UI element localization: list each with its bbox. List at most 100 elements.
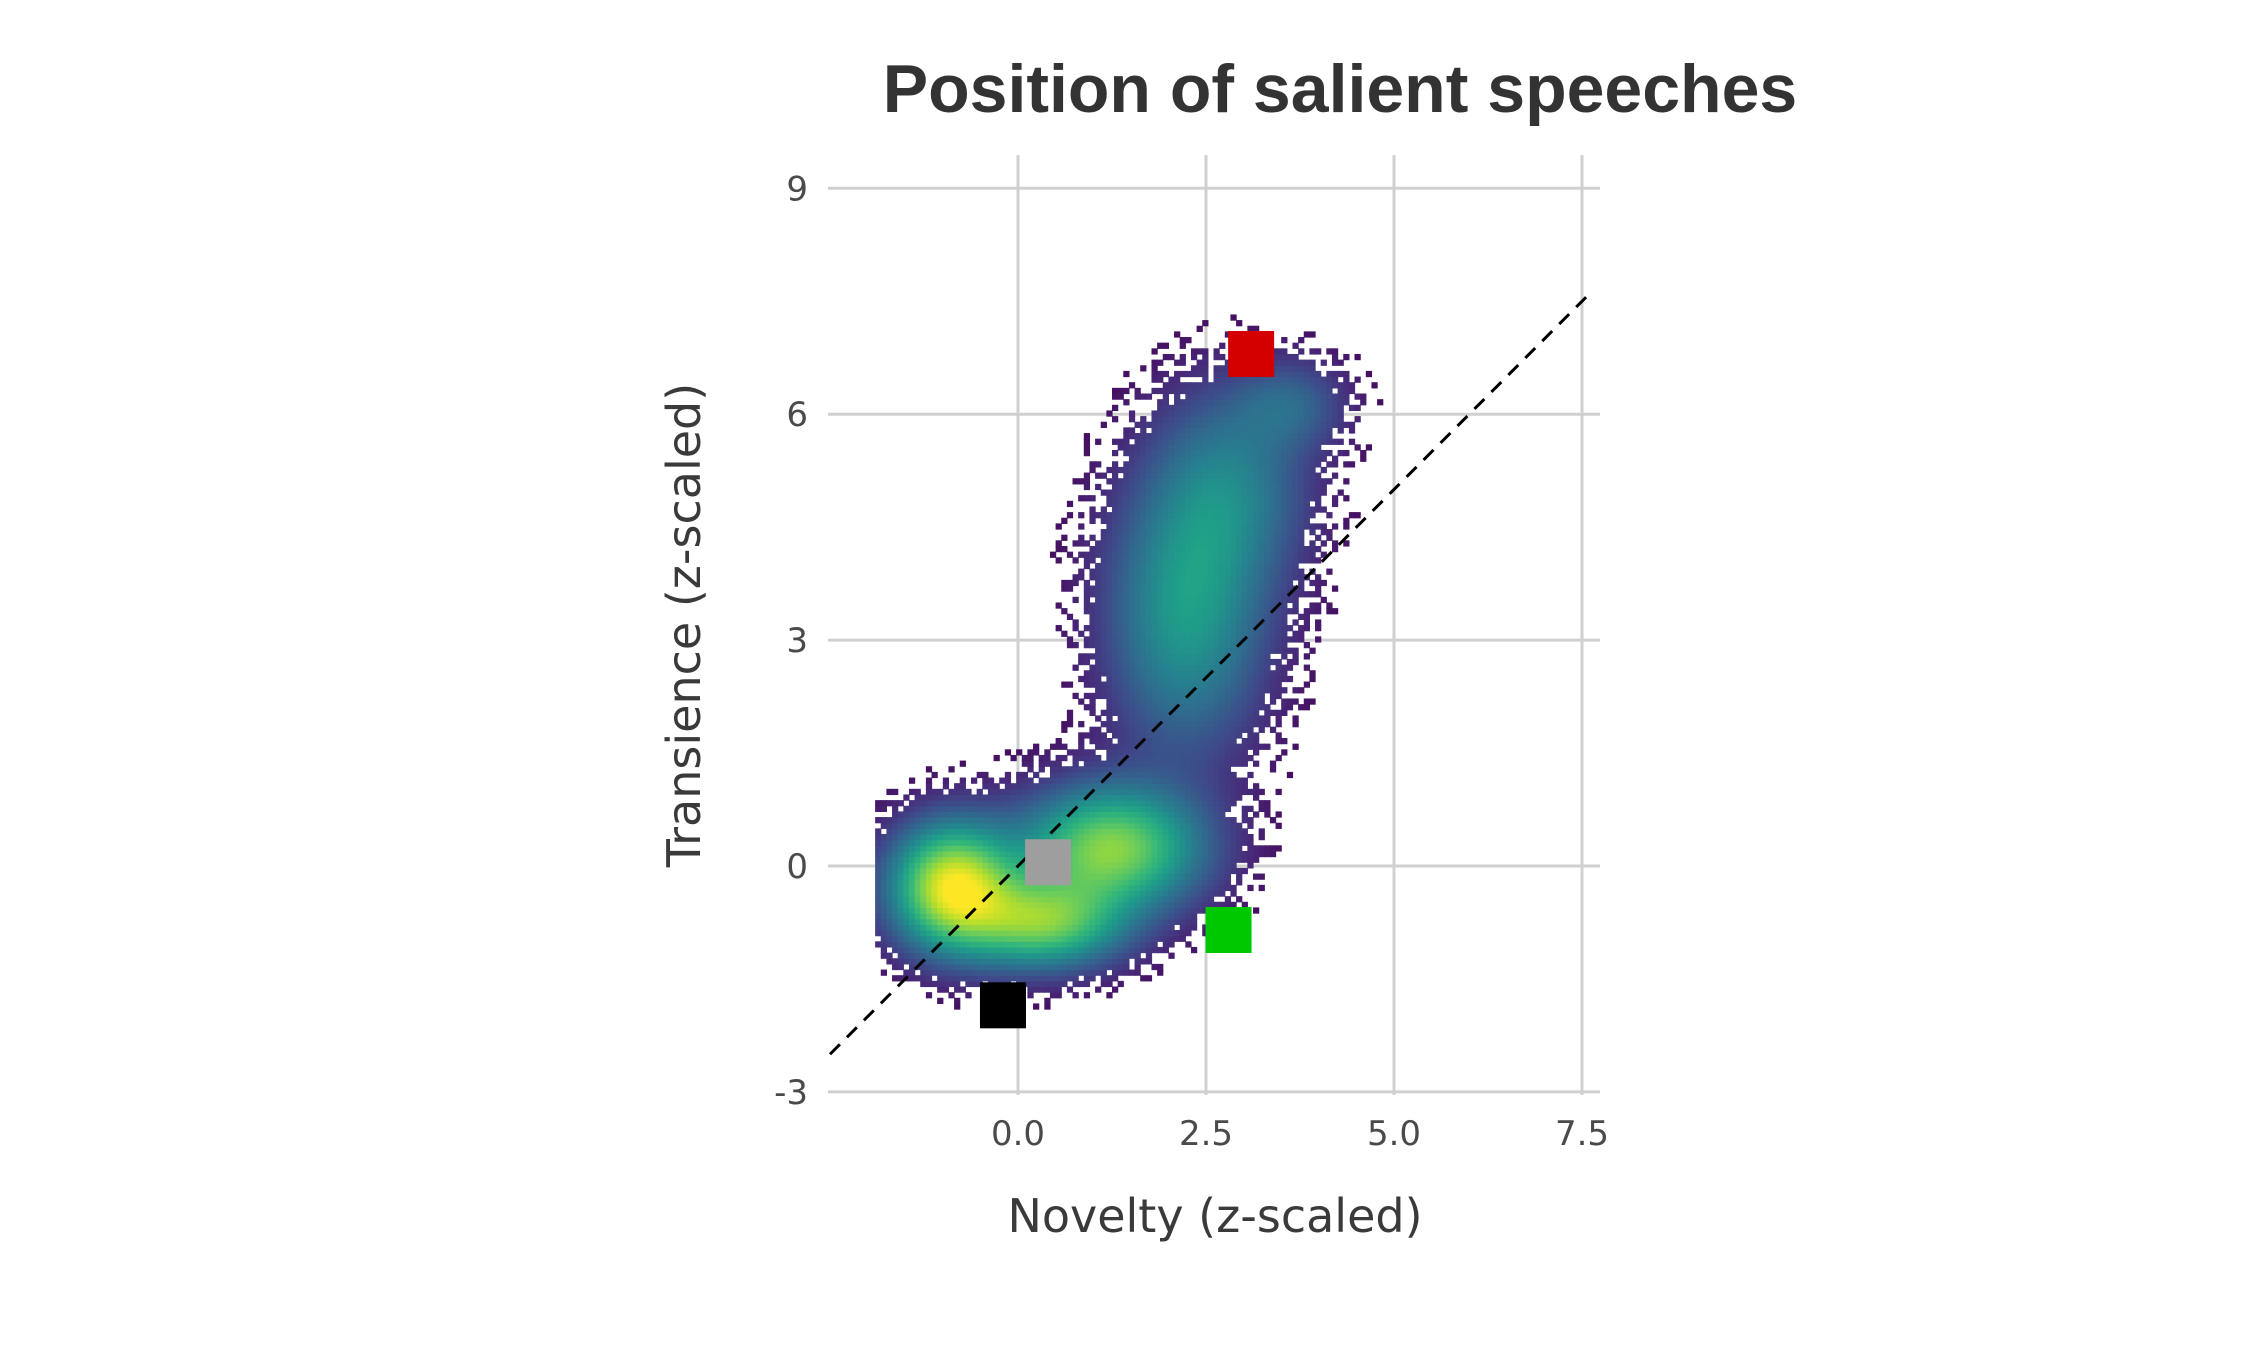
- heatmap-cell: [914, 856, 921, 863]
- heatmap-cell: [1241, 557, 1248, 564]
- heatmap-cell: [1247, 506, 1254, 513]
- heatmap-cell: [1016, 958, 1023, 965]
- heatmap-cell: [959, 833, 966, 841]
- heatmap-cell: [1190, 630, 1198, 637]
- heatmap-cell: [1151, 359, 1158, 366]
- heatmap-cell: [1151, 551, 1158, 558]
- heatmap-cell: [931, 980, 938, 988]
- heatmap-cell: [1213, 879, 1220, 886]
- heatmap-cell: [1100, 647, 1107, 654]
- heatmap-cell: [1016, 850, 1023, 858]
- heatmap-cell: [1157, 370, 1164, 378]
- heatmap-cell: [1202, 766, 1209, 773]
- heatmap-cell: [1202, 320, 1209, 327]
- heatmap-cell: [1303, 512, 1310, 519]
- heatmap-cell: [1264, 805, 1271, 813]
- heatmap-cell: [925, 952, 933, 959]
- heatmap-cell: [1185, 506, 1192, 513]
- heatmap-cell: [1315, 399, 1322, 406]
- heatmap-cell: [1264, 495, 1271, 502]
- heatmap-cell: [1061, 930, 1068, 937]
- heatmap-cell: [1168, 427, 1175, 434]
- heatmap-cell: [1157, 376, 1164, 383]
- heatmap-cell: [886, 930, 893, 937]
- heatmap-cell: [1083, 557, 1091, 564]
- heatmap-cell: [1213, 653, 1220, 660]
- heatmap-cell: [1145, 896, 1153, 903]
- heatmap-cell: [1196, 579, 1203, 587]
- heatmap-cell: [1066, 935, 1074, 942]
- heatmap-cell: [1230, 495, 1237, 502]
- heatmap-cell: [908, 873, 916, 880]
- heatmap-cell: [1292, 647, 1299, 654]
- heatmap-cell: [1213, 687, 1220, 694]
- heatmap-cell: [1016, 890, 1023, 897]
- heatmap-cell: [1236, 749, 1243, 756]
- heatmap-cell: [1258, 455, 1265, 462]
- heatmap-cell: [908, 839, 916, 846]
- heatmap-cell: [1157, 410, 1164, 417]
- heatmap-cell: [948, 856, 955, 863]
- heatmap-cell: [1078, 913, 1085, 920]
- heatmap-cell: [1123, 794, 1130, 801]
- heatmap-cell: [1281, 489, 1288, 496]
- heatmap-cell: [1055, 788, 1062, 796]
- heatmap-cell: [1174, 500, 1181, 508]
- heatmap-cell: [1123, 766, 1130, 773]
- heatmap-cell: [942, 850, 950, 858]
- heatmap-cell: [1095, 873, 1102, 880]
- heatmap-cell: [1174, 783, 1181, 790]
- heatmap-cell: [1253, 489, 1260, 496]
- heatmap-cell: [1219, 416, 1226, 423]
- heatmap-cell: [987, 788, 995, 796]
- heatmap-cell: [1123, 760, 1130, 767]
- heatmap-cell: [1123, 800, 1130, 807]
- heatmap-cell: [920, 946, 927, 954]
- heatmap-cell: [937, 879, 944, 886]
- heatmap-cell: [886, 788, 893, 796]
- heatmap-cell: [1078, 749, 1085, 756]
- heatmap-cell: [1213, 737, 1220, 745]
- heatmap-cell: [1157, 828, 1164, 835]
- heatmap-cell: [1292, 478, 1299, 485]
- heatmap-cell: [1151, 670, 1158, 677]
- heatmap-cell: [1207, 630, 1215, 637]
- heatmap-cell: [1174, 416, 1181, 423]
- heatmap-cell: [1219, 478, 1226, 485]
- heatmap-cell: [1072, 625, 1079, 632]
- heatmap-cell: [1185, 737, 1192, 745]
- heatmap-cell: [1128, 732, 1136, 739]
- heatmap-cell: [1049, 980, 1057, 988]
- heatmap-cell: [1264, 523, 1271, 530]
- heatmap-cell: [971, 913, 978, 920]
- heatmap-cell: [1145, 619, 1153, 626]
- heatmap-cell: [1066, 913, 1074, 920]
- heatmap-cell: [1162, 913, 1169, 920]
- heatmap-cell: [1027, 800, 1034, 807]
- heatmap-cell: [1309, 579, 1316, 587]
- heatmap-cell: [1157, 783, 1164, 790]
- heatmap-cell: [1140, 879, 1147, 886]
- heatmap-cell: [1264, 630, 1271, 637]
- heatmap-cell: [1309, 438, 1316, 445]
- heatmap-cell: [1038, 935, 1045, 942]
- heatmap-cell: [1078, 512, 1085, 519]
- heatmap-cell: [1157, 930, 1164, 937]
- heatmap-cell: [1078, 896, 1085, 903]
- heatmap-cell: [1275, 721, 1282, 728]
- heatmap-cell: [1066, 777, 1074, 784]
- heatmap-cell: [1286, 455, 1294, 462]
- heatmap-cell: [886, 879, 893, 886]
- heatmap-cell: [1275, 427, 1282, 434]
- heatmap-cell: [1162, 636, 1169, 643]
- heatmap-cell: [987, 805, 995, 813]
- heatmap-cell: [1315, 483, 1322, 491]
- heatmap-cell: [1202, 641, 1209, 649]
- heatmap-cell: [1128, 658, 1136, 666]
- heatmap-cell: [954, 930, 961, 937]
- heatmap-cell: [1219, 568, 1226, 575]
- heatmap-cell: [1010, 890, 1017, 897]
- heatmap-cell: [1151, 557, 1158, 564]
- heatmap-cell: [1213, 749, 1220, 756]
- heatmap-cell: [937, 839, 944, 846]
